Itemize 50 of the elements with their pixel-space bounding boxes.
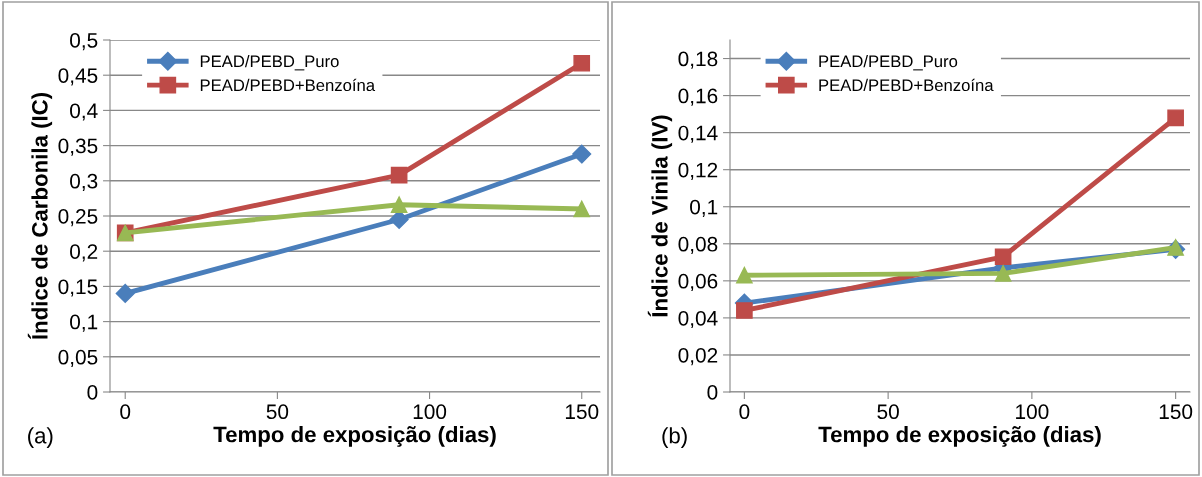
x-axis-title: Tempo de exposição (dias): [213, 426, 496, 447]
y-tick-label: 0,15: [58, 279, 98, 297]
x-tick-label: 100: [413, 404, 447, 420]
x-tick-label: 150: [1159, 404, 1193, 420]
point: [390, 166, 408, 184]
point: [736, 266, 753, 284]
x-tick-label: 50: [266, 404, 289, 420]
y-tick-label: 0,14: [678, 125, 718, 143]
point: [994, 248, 1012, 266]
point: [573, 200, 591, 218]
text: (a): [28, 427, 53, 448]
x-tick-label: 0: [120, 404, 131, 420]
y-tick-label: 0,04: [678, 310, 718, 329]
point: [572, 144, 592, 164]
legend-label: PEAD/PEBD+Benzoína: [200, 78, 376, 92]
x-tick-label: 100: [1016, 404, 1049, 420]
point: [573, 54, 591, 72]
y-tick-label: 0,02: [678, 347, 718, 366]
y-tick-label: 0,45: [58, 68, 98, 86]
x-axis-title: Tempo de exposição (dias): [818, 426, 1101, 447]
y-tick-label: 0: [707, 385, 718, 400]
y-axis-title: Índice de Vinila (IV): [647, 115, 673, 317]
y-tick-label: 0,5: [70, 33, 98, 51]
y-tick-label: 0,16: [678, 88, 718, 106]
y-axis-title: Índice de Carbonila (IC): [27, 93, 53, 339]
point: [115, 283, 135, 303]
y-tick-label: 0,18: [678, 51, 718, 69]
point: [1167, 109, 1184, 127]
y-tick-label: 0,3: [70, 173, 98, 192]
y-tick-label: 0,08: [678, 236, 718, 254]
legend-label: PEAD/PEBD+Benzoína: [819, 78, 994, 92]
point: [994, 265, 1012, 282]
text: (b): [662, 427, 687, 448]
y-tick-label: 0: [87, 385, 98, 400]
x-tick-label: 150: [565, 404, 599, 420]
y-tick-label: 0,35: [58, 138, 98, 156]
y-tick-label: 0,12: [678, 162, 718, 180]
y-tick-label: 0,05: [58, 349, 98, 368]
y-tick-label: 0,06: [678, 273, 718, 292]
y-tick-label: 0,25: [58, 209, 98, 227]
y-tick-label: 0,1: [690, 199, 718, 217]
y-tick-label: 0,1: [70, 314, 98, 332]
point: [390, 196, 408, 214]
point: [736, 302, 753, 319]
x-tick-label: 50: [877, 404, 899, 420]
legend-label: PEAD/PEBD_Puro: [200, 55, 339, 71]
x-tick-label: 0: [739, 404, 750, 420]
legend-label: PEAD/PEBD_Puro: [819, 55, 958, 71]
y-tick-label: 0,2: [70, 244, 98, 262]
y-tick-label: 0,4: [70, 103, 98, 121]
